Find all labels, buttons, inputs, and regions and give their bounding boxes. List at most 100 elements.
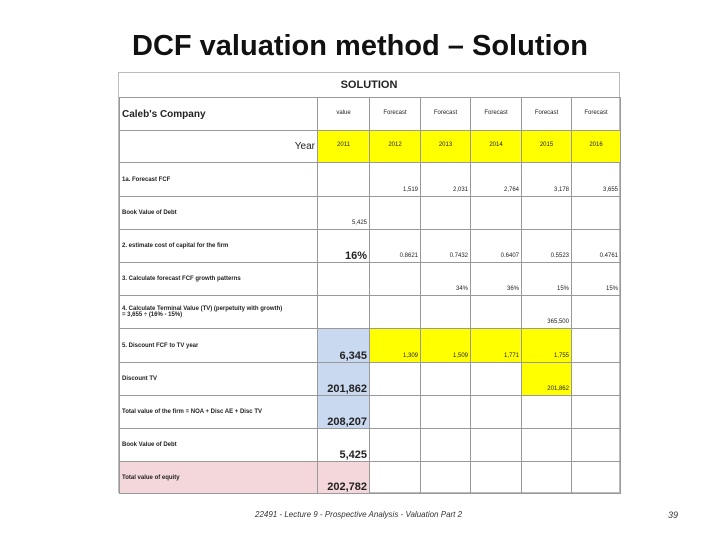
- cell: Forecast: [571, 97, 621, 131]
- cell: 2,764: [470, 162, 522, 197]
- cell: [470, 461, 522, 494]
- cell: [521, 428, 572, 462]
- row-label: Book Value of Debt: [119, 196, 318, 230]
- row-label-text: 4. Calculate Terminal Value (TV) (perpet…: [122, 306, 283, 312]
- cell: 1,755: [521, 328, 572, 363]
- row-label-text: Discount TV: [122, 376, 158, 382]
- row-label-text: Book Value of Debt: [122, 442, 177, 448]
- page-number: 39: [668, 510, 679, 520]
- cell: 202,782: [317, 461, 370, 494]
- row-label-text: Caleb's Company: [122, 108, 206, 120]
- table-row: Total value of the firm = NOA + Disc AE …: [119, 395, 621, 429]
- cell: [470, 362, 522, 396]
- cell: 16%: [317, 229, 370, 263]
- cell: 208,207: [317, 395, 370, 429]
- cell: 0.5523: [521, 229, 572, 263]
- cell: 5,425: [317, 196, 370, 230]
- cell: 36%: [470, 262, 522, 296]
- cell: [571, 461, 621, 494]
- cell: 2014: [470, 130, 522, 163]
- row-label-text: 2. estimate cost of capital for the firm: [122, 243, 229, 249]
- cell: [317, 295, 370, 329]
- footer-text: 22491 - Lecture 9 - Prospective Analysis…: [255, 510, 463, 519]
- cell: [420, 461, 471, 494]
- cell: [369, 428, 421, 462]
- cell: [369, 395, 421, 429]
- cell: 15%: [521, 262, 572, 296]
- row-label: Caleb's Company: [119, 97, 318, 131]
- cell: value: [317, 97, 370, 131]
- row-label: 3. Calculate forecast FCF growth pattern…: [119, 262, 318, 296]
- cell: 2011: [317, 130, 370, 163]
- row-label-text: Total value of the firm = NOA + Disc AE …: [122, 409, 262, 415]
- cell: Forecast: [470, 97, 522, 131]
- cell: [369, 262, 421, 296]
- row-label: Total value of equity: [119, 461, 318, 494]
- table-row: Book Value of Debt 5,425: [119, 196, 621, 230]
- cell: [470, 428, 522, 462]
- cell: 2016: [571, 130, 621, 163]
- row-label-text: Year: [294, 141, 315, 152]
- cell: 365,500: [521, 295, 572, 329]
- cell: [521, 395, 572, 429]
- row-label-text: Total value of equity: [122, 474, 180, 481]
- cell: 34%: [420, 262, 471, 296]
- cell: 1,519: [369, 162, 421, 197]
- cell: 2013: [420, 130, 471, 163]
- cell: 0.6407: [470, 229, 522, 263]
- cell: 2,031: [420, 162, 471, 197]
- cell: [420, 196, 471, 230]
- cell: Forecast: [420, 97, 471, 131]
- row-label-text: 3. Calculate forecast FCF growth pattern…: [122, 276, 241, 282]
- row-label-text: 5. Discount FCF to TV year: [122, 342, 199, 349]
- cell: 3,178: [521, 162, 572, 197]
- row-label-text: Book Value of Debt: [122, 210, 177, 216]
- row-label: Year: [119, 130, 318, 163]
- cell: Forecast: [369, 97, 421, 131]
- row-label: Total value of the firm = NOA + Disc AE …: [119, 395, 318, 429]
- cell: [571, 428, 621, 462]
- cell: 5,425: [317, 428, 370, 462]
- table: Caleb's Company value Forecast Forecast Fore…: [119, 97, 621, 494]
- cell: [317, 162, 370, 197]
- cell: [571, 395, 621, 429]
- cell: [470, 395, 522, 429]
- cell: [470, 196, 522, 230]
- cell: 6,345: [317, 328, 370, 363]
- row-label-text: 1a. Forecast FCF: [122, 176, 171, 183]
- cell: 2012: [369, 130, 421, 163]
- cell: [571, 362, 621, 396]
- row-label: 5. Discount FCF to TV year: [119, 328, 318, 363]
- cell: 1,309: [369, 328, 421, 363]
- table-row: 4. Calculate Terminal Value (TV) (perpet…: [119, 295, 621, 329]
- cell: [420, 295, 471, 329]
- sheet-heading: SOLUTION: [340, 79, 398, 91]
- row-label: 2. estimate cost of capital for the firm: [119, 229, 318, 263]
- row-label: Discount TV: [119, 362, 318, 396]
- table-row: 5. Discount FCF to TV year 6,345 1,309 1,50…: [119, 328, 621, 363]
- cell: [317, 262, 370, 296]
- cell: [521, 461, 572, 494]
- cell: [420, 428, 471, 462]
- table-row: Caleb's Company value Forecast Forecast Fore…: [119, 97, 621, 131]
- cell: 0.4761: [571, 229, 621, 263]
- table-row: Total value of equity 202,782: [119, 461, 621, 494]
- table-row: 2. estimate cost of capital for the firm…: [119, 229, 621, 263]
- cell: [369, 295, 421, 329]
- cell: [420, 362, 471, 396]
- table-row: Year 2011 2012 2013 2014 2015 2016: [119, 130, 621, 163]
- cell: [369, 461, 421, 494]
- cell: [571, 196, 621, 230]
- cell: [369, 362, 421, 396]
- cell: 1,771: [470, 328, 522, 363]
- cell: 201,862: [521, 362, 572, 396]
- cell: 3,655: [571, 162, 621, 197]
- table-row: Book Value of Debt 5,425: [119, 428, 621, 462]
- table-row: Discount TV 201,862 201,862: [119, 362, 621, 396]
- row-label: 1a. Forecast FCF: [119, 162, 318, 197]
- row-label: Book Value of Debt: [119, 428, 318, 462]
- slide-title: DCF valuation method – Solution: [132, 30, 588, 62]
- spreadsheet: SOLUTION Caleb's Company value Forecast For…: [118, 72, 621, 494]
- cell: [571, 295, 621, 329]
